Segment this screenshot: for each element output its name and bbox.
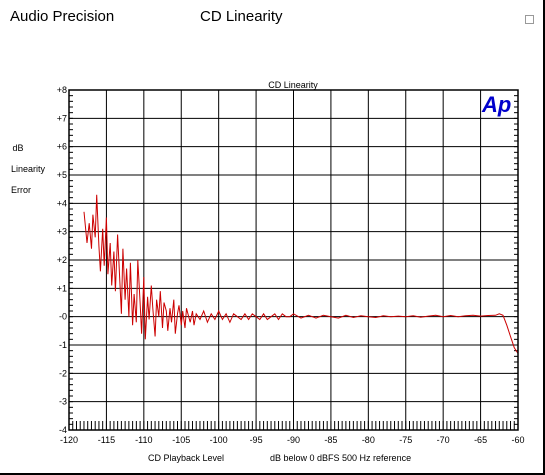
grid-layer [68, 89, 519, 431]
y-tick-label: +5 [57, 170, 67, 180]
y-tick-label: +2 [57, 255, 67, 265]
x-tick-label: -60 [511, 435, 524, 445]
x-tick-label: -80 [362, 435, 375, 445]
document-title: CD Linearity [200, 8, 283, 25]
y-tick-label: +6 [57, 142, 67, 152]
plot-frame [68, 89, 519, 431]
y-tick-label: -2 [59, 368, 67, 378]
x-tick-label: -115 [98, 435, 115, 445]
y-tick-label: -4 [59, 425, 67, 435]
y-tick-label: +3 [57, 227, 67, 237]
x-axis-note: dB below 0 dBFS 500 Hz reference [270, 453, 411, 463]
y-tick-label: +1 [57, 283, 67, 293]
y-tick-label: +7 [57, 113, 67, 123]
x-tick-label: -70 [437, 435, 450, 445]
ap-logo: Ap [481, 92, 511, 117]
x-tick-label: -110 [135, 435, 152, 445]
x-tick-label: -65 [474, 435, 487, 445]
series-line [83, 194, 519, 354]
x-tick-label: -100 [210, 435, 228, 445]
x-tick-label: -75 [399, 435, 412, 445]
x-tick-label: -90 [287, 435, 300, 445]
x-tick-label: -95 [250, 435, 263, 445]
close-box[interactable] [525, 15, 534, 24]
y-tick-label: -0 [59, 312, 67, 322]
series-layer [83, 194, 519, 354]
y-tick-label: +4 [57, 198, 67, 208]
ap-logo-text: Ap [481, 92, 511, 117]
x-tick-label: -105 [172, 435, 190, 445]
x-axis-label: CD Playback Level [148, 453, 224, 463]
y-tick-label: +8 [57, 85, 67, 95]
x-tick-labels: -120 -115 -110 -105 -100 -95 -90 -85 -80 -75 -70 -6… [60, 435, 525, 445]
x-tick-label: -120 [60, 435, 78, 445]
y-tick-label: -1 [59, 340, 67, 350]
x-tick-label: -85 [324, 435, 337, 445]
app-title: Audio Precision [10, 8, 115, 25]
y-tick-labels: -4 -3 -2 -1 -0 +1 +2 +3 +4 +5 +6 +7 +8 [57, 85, 67, 435]
y-tick-label: -3 [59, 397, 67, 407]
chart-title: CD Linearity [268, 80, 318, 90]
